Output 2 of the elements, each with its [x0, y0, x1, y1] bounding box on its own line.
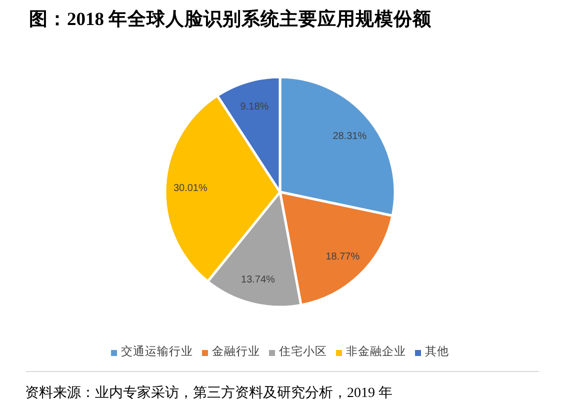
- title: 图：2018 年全球人脸识别系统主要应用规模份额: [29, 10, 432, 30]
- annotation: 资料来源：业内专家采访，第三方资料及研究分析，2019 年: [25, 386, 392, 401]
